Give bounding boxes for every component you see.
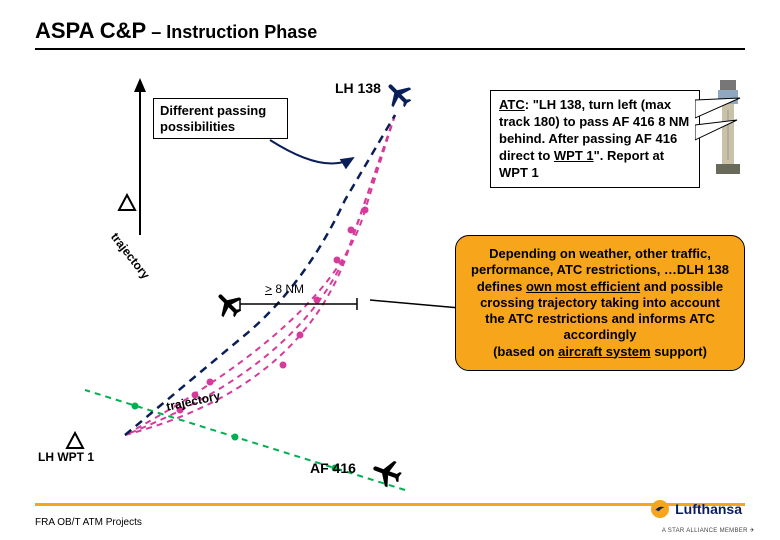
orange-explain-box: Depending on weather, other traffic, per… xyxy=(455,235,745,371)
annot-arrow xyxy=(270,140,353,164)
lh138-plane-icon xyxy=(383,78,415,115)
nm-label: > > 8 NM8 NM xyxy=(265,282,304,296)
callout-wedge xyxy=(695,90,755,150)
passing-possibilities-box: Different passing possibilities xyxy=(153,98,288,139)
atc-instruction-box: ATC: "LH 138, turn left (max track 180) … xyxy=(490,90,700,188)
lh138-label: LH 138 xyxy=(335,80,381,96)
title-rule xyxy=(35,48,745,50)
slide: ASPA C&P – Instruction Phase xyxy=(0,0,780,540)
atc-text: ATC: "LH 138, turn left (max track 180) … xyxy=(499,97,689,180)
magenta-node xyxy=(207,379,214,386)
magenta-node xyxy=(314,297,321,304)
orange-text: Depending on weather, other traffic, per… xyxy=(471,246,729,359)
blue-trajectory xyxy=(125,115,395,435)
wpt-top-icon xyxy=(119,195,135,210)
crane-icon xyxy=(651,500,669,518)
magenta-path xyxy=(125,115,395,435)
slide-title: ASPA C&P – Instruction Phase xyxy=(35,18,317,44)
af416-plane-icon xyxy=(370,455,404,494)
title-sub: Instruction Phase xyxy=(166,22,317,42)
magenta-node xyxy=(280,362,287,369)
af416-label: AF 416 xyxy=(310,460,356,476)
green-node xyxy=(232,434,239,441)
brand-text: Lufthansa xyxy=(675,501,742,517)
star-alliance-badge: A STAR ALLIANCE MEMBER ✈ xyxy=(662,527,755,534)
magenta-path xyxy=(125,115,395,435)
green-node xyxy=(132,403,139,410)
magenta-node xyxy=(348,227,355,234)
footer-rule xyxy=(35,503,745,506)
footer-text: FRA OB/T ATM Projects xyxy=(35,517,142,528)
passing-text: Different passing possibilities xyxy=(160,103,266,134)
magenta-node xyxy=(362,207,369,214)
lufthansa-logo: Lufthansa xyxy=(651,500,742,518)
black-plane-icon xyxy=(213,288,245,325)
title-sep: – xyxy=(146,22,166,42)
wpt-bottom-icon xyxy=(67,433,83,448)
magenta-path xyxy=(125,115,395,435)
wpt1-label: LH WPT 1 xyxy=(38,450,94,464)
magenta-node xyxy=(297,332,304,339)
diagram-area: Different passing possibilities LH 138 >… xyxy=(35,60,455,490)
title-main: ASPA C&P xyxy=(35,18,146,43)
magenta-node xyxy=(334,257,341,264)
